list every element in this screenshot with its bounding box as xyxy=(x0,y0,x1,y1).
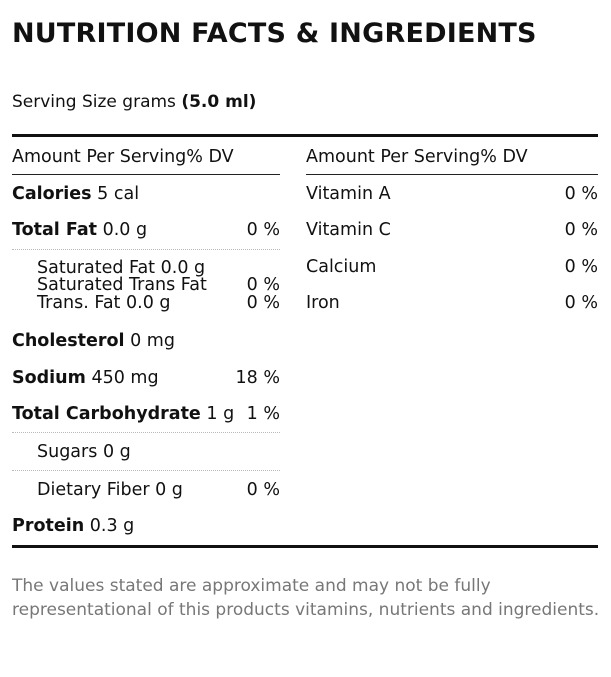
nutrient-name: Iron xyxy=(306,293,340,313)
nutrient-name: Total Carbohydrate xyxy=(12,404,201,424)
nutrient-name: Calcium xyxy=(306,257,377,277)
divider-dotted xyxy=(12,470,280,471)
nutrient-name: Dietary Fiber xyxy=(37,480,150,500)
nutrient-name: Vitamin C xyxy=(306,220,391,240)
nutrient-amount: 1 g xyxy=(206,404,235,424)
nutrient-name: Sugars xyxy=(37,442,98,462)
nutrient-dv: 18 % xyxy=(235,368,280,388)
nutrient-amount: 0 g xyxy=(102,442,131,462)
nutrient-name: Calories xyxy=(12,184,92,204)
nutrient-name: Protein xyxy=(12,516,85,536)
divider-top xyxy=(12,134,598,137)
nutrient-amount: 0.0 g xyxy=(160,258,206,278)
nutrient-amount: 0.0 g xyxy=(126,293,171,313)
right-header-text: Amount Per Serving% DV xyxy=(306,147,528,167)
divider-bottom xyxy=(12,545,598,548)
nutrient-dv: 0 % xyxy=(564,220,598,240)
nutrient-amount: 450 mg xyxy=(91,368,159,388)
nutrient-dv: 0 % xyxy=(246,220,280,240)
serving-size-label: Serving Size grams xyxy=(12,92,176,112)
nutrient-name: Saturated Trans Fat xyxy=(37,275,207,295)
nutrient-dv: 0 % xyxy=(564,293,598,313)
nutrient-name: Total Fat xyxy=(12,220,98,240)
nutrient-name: Vitamin A xyxy=(306,184,391,204)
nutrient-dv: 0 % xyxy=(246,275,280,295)
divider-dotted xyxy=(12,249,280,250)
nutrient-name: Saturated Fat xyxy=(37,258,156,278)
nutrient-name: Cholesterol xyxy=(12,331,125,351)
page-title: NUTRITION FACTS & INGREDIENTS xyxy=(12,18,537,49)
nutrient-dv: 0 % xyxy=(246,480,280,500)
divider-dotted xyxy=(12,432,280,433)
divider xyxy=(306,174,598,175)
nutrient-name: Trans. Fat xyxy=(37,293,121,313)
nutrient-dv: 0 % xyxy=(564,184,598,204)
nutrient-amount: 5 cal xyxy=(97,184,140,204)
nutrient-name: Sodium xyxy=(12,368,86,388)
serving-size: Serving Size grams (5.0 ml) xyxy=(12,92,256,112)
left-header-text: Amount Per Serving% DV xyxy=(12,147,234,167)
footnote: The values stated are approximate and ma… xyxy=(12,576,600,620)
serving-size-value: (5.0 ml) xyxy=(181,92,257,112)
nutrient-amount: 0 mg xyxy=(130,331,175,351)
nutrient-amount: 0.0 g xyxy=(102,220,148,240)
nutrient-dv: 1 % xyxy=(246,404,280,424)
nutrient-dv: 0 % xyxy=(564,257,598,277)
nutrient-amount: 0.3 g xyxy=(89,516,135,536)
nutrient-amount: 0 g xyxy=(155,480,183,500)
divider xyxy=(12,174,280,175)
nutrient-dv: 0 % xyxy=(246,293,280,313)
